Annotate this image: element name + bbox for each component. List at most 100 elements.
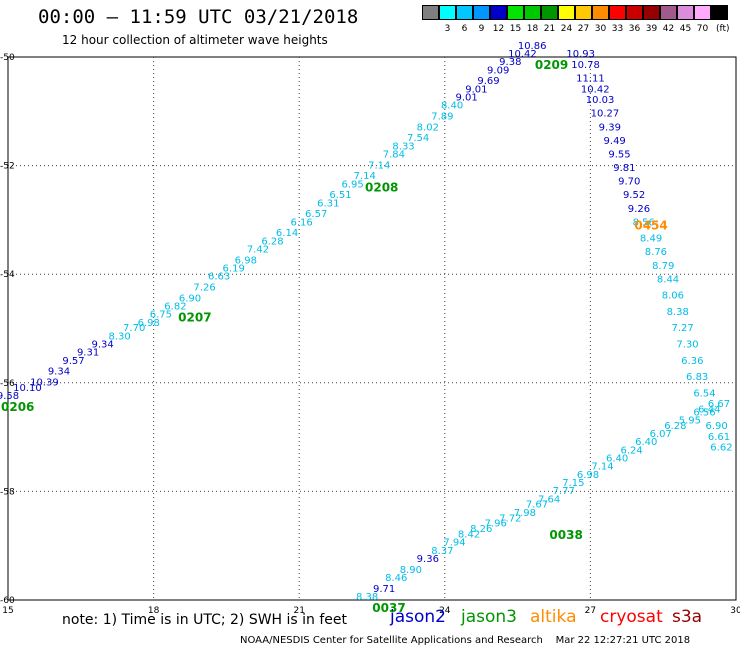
wave-height-label: 7.77 bbox=[553, 486, 575, 497]
latitude-tick-label: -52 bbox=[0, 162, 15, 172]
longitude-tick-label: 24 bbox=[439, 606, 451, 616]
wave-height-label: 6.90 bbox=[179, 293, 201, 304]
wave-height-label: 6.63 bbox=[208, 272, 230, 283]
wave-height-label: 10.93 bbox=[566, 49, 595, 60]
wave-height-label: 6.54 bbox=[693, 388, 715, 399]
wave-height-label: 7.84 bbox=[383, 149, 405, 160]
wave-height-label: 8.02 bbox=[417, 122, 439, 133]
wave-height-label: 7.14 bbox=[591, 462, 613, 473]
longitude-tick-label: 30 bbox=[730, 606, 740, 616]
satellite-name-s3a: s3a bbox=[672, 607, 703, 627]
wave-height-label: 9.52 bbox=[623, 190, 645, 201]
wave-height-label: 8.49 bbox=[640, 234, 662, 245]
satellite-name-jason2: jason2 bbox=[390, 607, 446, 627]
map-subtitle: 12 hour collection of altimeter wave hei… bbox=[62, 33, 328, 47]
longitude-tick-label: 15 bbox=[2, 606, 13, 616]
wave-height-label: 6.07 bbox=[650, 429, 672, 440]
pass-time-label: 0206 bbox=[1, 400, 34, 414]
wave-height-label: 9.70 bbox=[618, 177, 640, 188]
wave-height-label: 10.78 bbox=[571, 60, 600, 71]
wave-height-label: 8.37 bbox=[431, 546, 453, 557]
wave-height-label: 9.69 bbox=[477, 76, 499, 87]
wave-height-label: 9.36 bbox=[417, 554, 439, 565]
wave-height-label: 6.61 bbox=[708, 432, 730, 443]
wave-height-label: 8.30 bbox=[108, 331, 130, 342]
color-scale-value: 45 bbox=[679, 24, 692, 34]
latitude-tick-label: -54 bbox=[0, 270, 15, 280]
wave-height-label: 8.38 bbox=[667, 307, 689, 318]
wave-height-label: 6.51 bbox=[329, 190, 351, 201]
wave-height-label: 9.31 bbox=[77, 348, 99, 359]
color-swatch bbox=[439, 5, 456, 20]
wave-height-label: 6.31 bbox=[317, 198, 339, 209]
latitude-tick-label: -60 bbox=[0, 596, 15, 606]
color-scale-value: 39 bbox=[645, 24, 658, 34]
wave-height-label: 6.90 bbox=[705, 421, 727, 432]
color-swatch bbox=[524, 5, 541, 20]
wave-height-label: 9.49 bbox=[604, 136, 626, 147]
wave-height-label: 9.81 bbox=[613, 163, 635, 174]
wave-height-label: 6.28 bbox=[261, 236, 283, 247]
wave-height-label: 6.40 bbox=[635, 437, 657, 448]
color-swatch bbox=[677, 5, 694, 20]
wave-height-label: 8.33 bbox=[392, 141, 414, 152]
wave-height-label: 7.67 bbox=[526, 500, 548, 511]
color-scale-value: 42 bbox=[662, 24, 675, 34]
color-scale-value: 21 bbox=[543, 24, 556, 34]
color-swatch bbox=[643, 5, 660, 20]
wave-height-label: 7.94 bbox=[443, 538, 465, 549]
color-swatch bbox=[592, 5, 609, 20]
color-scale-value: 9 bbox=[478, 24, 485, 34]
pass-time-label: 0454 bbox=[634, 218, 667, 232]
wave-height-label: 7.14 bbox=[368, 160, 390, 171]
latitude-tick-label: -56 bbox=[0, 379, 15, 389]
color-swatch bbox=[473, 5, 490, 20]
color-swatch bbox=[490, 5, 507, 20]
wave-height-label: 6.95 bbox=[341, 179, 363, 190]
longitude-tick-label: 18 bbox=[148, 606, 160, 616]
wave-height-label: 7.72 bbox=[499, 513, 521, 524]
wave-height-label: 7.70 bbox=[123, 323, 145, 334]
color-swatch bbox=[575, 5, 592, 20]
wave-height-label: 8.26 bbox=[470, 524, 492, 535]
wave-height-label: 8.90 bbox=[400, 565, 422, 576]
wave-height-label: 6.44 bbox=[698, 405, 720, 416]
wave-height-label: 9.01 bbox=[456, 92, 478, 103]
satellite-name-jason3: jason3 bbox=[461, 607, 517, 627]
wave-height-label: 9.71 bbox=[373, 584, 395, 595]
color-swatch bbox=[626, 5, 643, 20]
wave-height-label: 6.67 bbox=[708, 399, 730, 410]
wave-height-label: 7.98 bbox=[514, 508, 536, 519]
wave-height-label: 9.01 bbox=[465, 84, 487, 95]
wave-height-label: 6.83 bbox=[686, 372, 708, 383]
color-swatch bbox=[711, 5, 728, 20]
wave-height-label: 9.26 bbox=[628, 204, 650, 215]
wave-height-label: 7.30 bbox=[676, 340, 698, 351]
wave-height-label: 8.76 bbox=[645, 247, 667, 258]
satellite-name-altika: altika bbox=[530, 607, 577, 627]
wave-height-label: 6.62 bbox=[710, 443, 732, 454]
color-scale-value: 30 bbox=[594, 24, 607, 34]
wave-height-label: 9.09 bbox=[487, 65, 509, 76]
wave-height-label: 7.89 bbox=[431, 111, 453, 122]
color-scale-unit: (ft) bbox=[716, 24, 730, 34]
wave-height-label: 7.14 bbox=[354, 171, 376, 182]
wave-height-label: 9.39 bbox=[599, 122, 621, 133]
color-swatch bbox=[609, 5, 626, 20]
wave-height-label: 8.40 bbox=[441, 101, 463, 112]
wave-height-label: 8.56 bbox=[633, 217, 655, 228]
wave-height-label: 7.15 bbox=[562, 478, 584, 489]
wave-height-label: 6.56 bbox=[693, 407, 715, 418]
wave-height-label: 8.06 bbox=[662, 291, 684, 302]
footer-note: note: 1) Time is in UTC; 2) SWH is in fe… bbox=[62, 612, 348, 628]
wave-height-label: 6.82 bbox=[164, 301, 186, 312]
pass-time-label: 0207 bbox=[178, 311, 211, 325]
satellite-name-cryosat: cryosat bbox=[600, 607, 663, 627]
wave-height-label: 7.26 bbox=[193, 282, 215, 293]
wave-height-label: 6.98 bbox=[577, 470, 599, 481]
longitude-tick-label: 21 bbox=[293, 606, 304, 616]
wave-height-label: 9.55 bbox=[608, 149, 630, 160]
color-scale-value: 24 bbox=[560, 24, 573, 34]
